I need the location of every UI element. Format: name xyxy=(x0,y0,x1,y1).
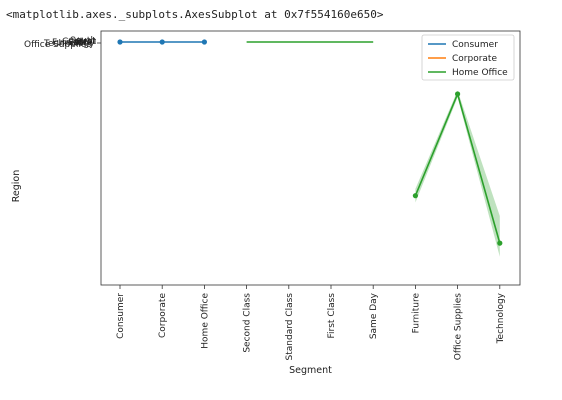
y-tick-label: Furniture xyxy=(52,38,93,48)
y-tick-labels: Office SuppliesFurnitureTechnologyCentra… xyxy=(24,36,101,50)
data-point xyxy=(455,91,461,97)
x-tick-label: First Class xyxy=(327,293,337,339)
y-tick-label: Office Supplies xyxy=(24,40,92,50)
x-axis-label: Segment xyxy=(289,365,332,376)
data-point xyxy=(117,39,123,45)
x-tick-label: Furniture xyxy=(411,293,421,334)
legend-label: Corporate xyxy=(452,54,497,64)
x-tick-label: Same Day xyxy=(369,292,379,339)
y-tick-label: South xyxy=(70,36,96,46)
x-tick-label: Technology xyxy=(496,292,506,344)
x-tick-label: Office Supplies xyxy=(454,293,464,361)
legend-label: Consumer xyxy=(452,40,498,50)
confidence-band xyxy=(415,90,500,257)
legend-label: Home Office xyxy=(452,68,508,78)
y-tick-label: East xyxy=(68,38,88,48)
confidence-bands xyxy=(415,90,500,257)
x-tick-label: Home Office xyxy=(200,293,210,349)
y-tick-label: Technology xyxy=(43,39,95,49)
x-tick-label: Second Class xyxy=(243,293,253,353)
series-lines xyxy=(117,39,503,246)
legend-box xyxy=(421,34,515,81)
legend: Consumer Corporate Home Office xyxy=(421,34,515,81)
y-axis-label: Region xyxy=(11,170,22,203)
data-point xyxy=(412,193,418,199)
y-tick-label: Central xyxy=(62,37,95,47)
output-repr-text: <matplotlib.axes._subplots.AxesSubplot a… xyxy=(6,8,384,21)
data-point xyxy=(201,39,207,45)
x-tick-label: Consumer xyxy=(116,293,126,339)
x-tick-labels: Consumer Corporate Home Office Second Class… xyxy=(116,285,506,360)
data-point xyxy=(159,39,165,45)
x-tick-label: Corporate xyxy=(158,293,168,338)
x-tick-label: Standard Class xyxy=(285,293,295,361)
y-tick-label: West xyxy=(74,37,97,47)
data-point xyxy=(497,240,503,246)
